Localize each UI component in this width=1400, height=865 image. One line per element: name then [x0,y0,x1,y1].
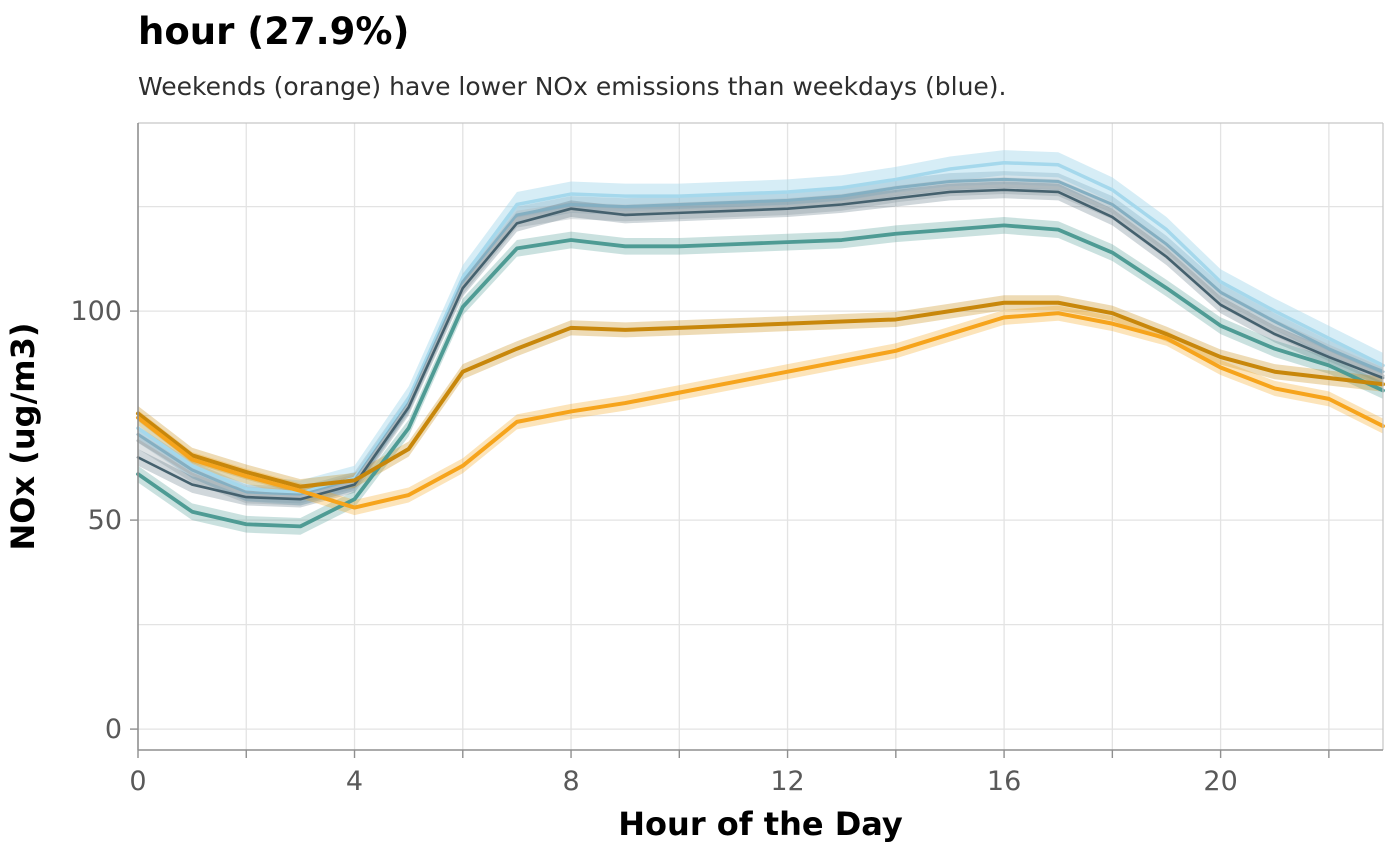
weekday-gray-line [136,184,1385,499]
weekend-dark-orange-band [138,295,1383,495]
weekend-orange-line [136,311,1385,510]
x-tick-label: 20 [1203,766,1237,797]
y-tick-label: 0 [105,714,122,745]
weekday-dark-slate-line [136,188,1385,501]
x-tick-label: 12 [770,766,804,797]
x-tick-label: 8 [562,766,579,797]
chart-title: hour (27.9%) [138,10,410,53]
weekday-steel-blue-band [138,171,1383,504]
x-tick-label: 0 [129,766,146,797]
y-tick-label: 100 [70,296,122,327]
y-tick-label: 50 [88,505,122,536]
weekday-steel-blue-line [136,177,1385,497]
x-tick-label: 16 [987,766,1021,797]
x-tick-label: 4 [346,766,363,797]
y-axis-label: NOx (ug/m3) [4,323,42,551]
chart-subtitle: Weekends (orange) have lower NOx emissio… [138,72,1007,101]
x-axis-label: Hour of the Day [618,805,903,843]
weekend-dark-orange-line [136,300,1385,489]
